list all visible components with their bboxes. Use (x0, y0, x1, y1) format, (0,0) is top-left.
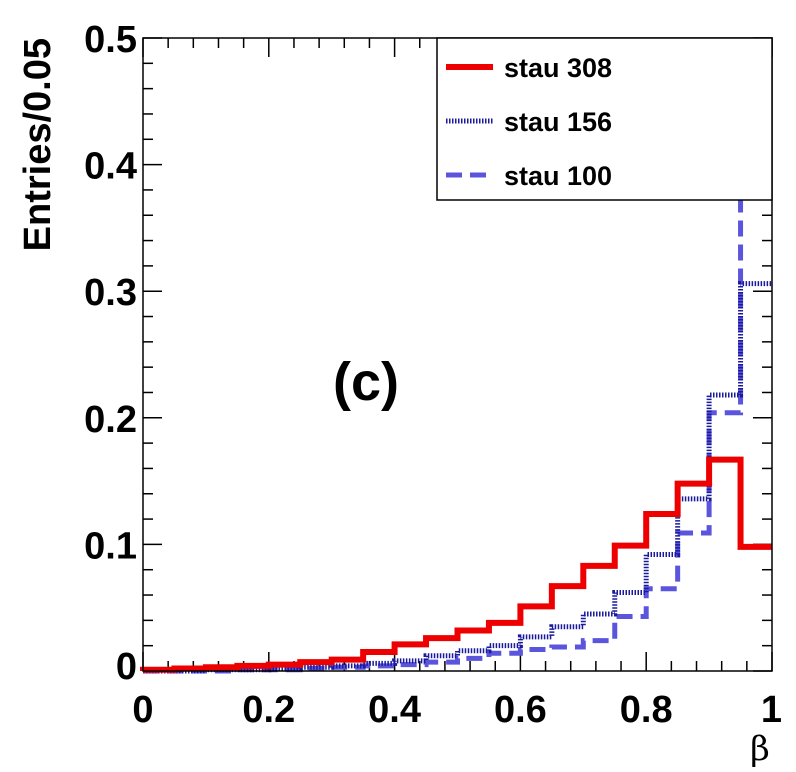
legend: stau 308 stau 156 stau 100 (436, 37, 773, 201)
y-tick-label: 0 (116, 646, 137, 688)
y-tick-label: 0.4 (84, 146, 137, 188)
series-stau-308 (140, 456, 772, 673)
y-axis-title: Entries/0.05 (17, 38, 59, 251)
x-tick-label: 0 (132, 689, 153, 731)
x-tick-label: 0.8 (620, 689, 673, 731)
panel-annotation: (c) (333, 352, 399, 412)
legend-label-stau-100: stau 100 (504, 161, 612, 191)
legend-label-stau-156: stau 156 (504, 107, 612, 137)
y-tick-label: 0.1 (84, 525, 137, 567)
y-tick-label: 0.5 (84, 19, 137, 61)
tick-labels: 0 0.2 0.4 0.6 0.8 1 0 0.1 0.2 0.3 0.4 0.5 (84, 19, 782, 731)
x-tick-label: 0.4 (368, 689, 421, 731)
x-axis-title: β (750, 729, 770, 769)
y-tick-label: 0.2 (84, 399, 137, 441)
legend-label-stau-308: stau 308 (504, 53, 612, 83)
x-tick-label: 1 (761, 689, 782, 731)
y-tick-label: 0.3 (84, 272, 137, 314)
x-tick-label: 0.6 (494, 689, 547, 731)
series-stau-156 (143, 281, 772, 674)
series-layer (140, 92, 772, 674)
x-tick-label: 0.2 (242, 689, 295, 731)
